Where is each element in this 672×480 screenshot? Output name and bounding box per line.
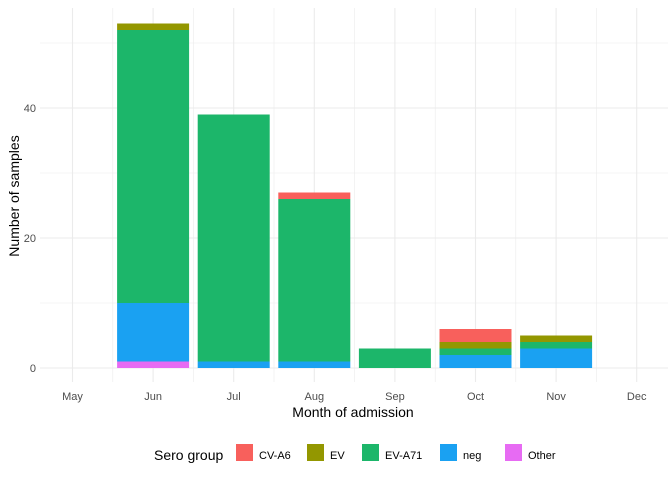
legend: Sero group CV-A6 EV EV-A71 neg Other xyxy=(154,444,556,463)
y-tick-label: 0 xyxy=(30,363,36,375)
bar-segment-ev-a71 xyxy=(358,348,431,368)
bar-segment-ev xyxy=(439,342,512,349)
x-tick-label: Nov xyxy=(546,391,566,403)
bar-segment-ev xyxy=(520,335,593,342)
bar-segment-cv-a6 xyxy=(278,192,351,199)
bar-segment-neg xyxy=(520,348,593,368)
bar-segment-neg xyxy=(439,355,512,368)
x-tick-label: Sep xyxy=(385,391,405,403)
legend-label: CV-A6 xyxy=(259,450,291,462)
x-tick-label: Jul xyxy=(227,391,241,403)
bar-segment-neg xyxy=(197,361,270,368)
y-tick-label: 20 xyxy=(24,233,36,245)
x-tick-label: Dec xyxy=(627,391,647,403)
bar-segment-ev-a71 xyxy=(520,342,593,349)
bar-segment-ev-a71 xyxy=(439,348,512,355)
legend-label: EV xyxy=(330,450,345,462)
bar-segment-cv-a6 xyxy=(439,329,512,342)
legend-swatch-ev xyxy=(307,444,324,461)
y-tick-label: 40 xyxy=(24,103,36,115)
y-axis-title: Number of samples xyxy=(6,135,22,256)
tick-labels: May Jun Jul Aug Sep Oct Nov Dec 0 20 40 xyxy=(24,103,647,403)
legend-swatch-ev-a71 xyxy=(362,444,379,461)
bar-segment-ev-a71 xyxy=(117,30,190,303)
legend-label: neg xyxy=(463,450,481,462)
x-tick-label: Jun xyxy=(144,391,162,403)
x-tick-label: Aug xyxy=(305,391,325,403)
legend-swatch-cv-a6 xyxy=(236,444,253,461)
x-tick-label: Oct xyxy=(467,391,484,403)
bar-segment-ev-a71 xyxy=(197,114,270,362)
bar-segment-ev-a71 xyxy=(278,199,351,362)
bars xyxy=(117,23,593,368)
bar-segment-neg xyxy=(117,303,190,362)
bar-segment-other xyxy=(117,361,190,368)
x-axis-title: Month of admission xyxy=(292,404,413,420)
bar-segment-ev xyxy=(117,23,190,30)
legend-label: Other xyxy=(528,450,556,462)
legend-swatch-other xyxy=(505,444,522,461)
legend-label: EV-A71 xyxy=(385,450,422,462)
legend-swatch-neg xyxy=(440,444,457,461)
legend-title: Sero group xyxy=(154,447,223,463)
bar-segment-neg xyxy=(278,361,351,368)
x-tick-label: May xyxy=(62,391,83,403)
